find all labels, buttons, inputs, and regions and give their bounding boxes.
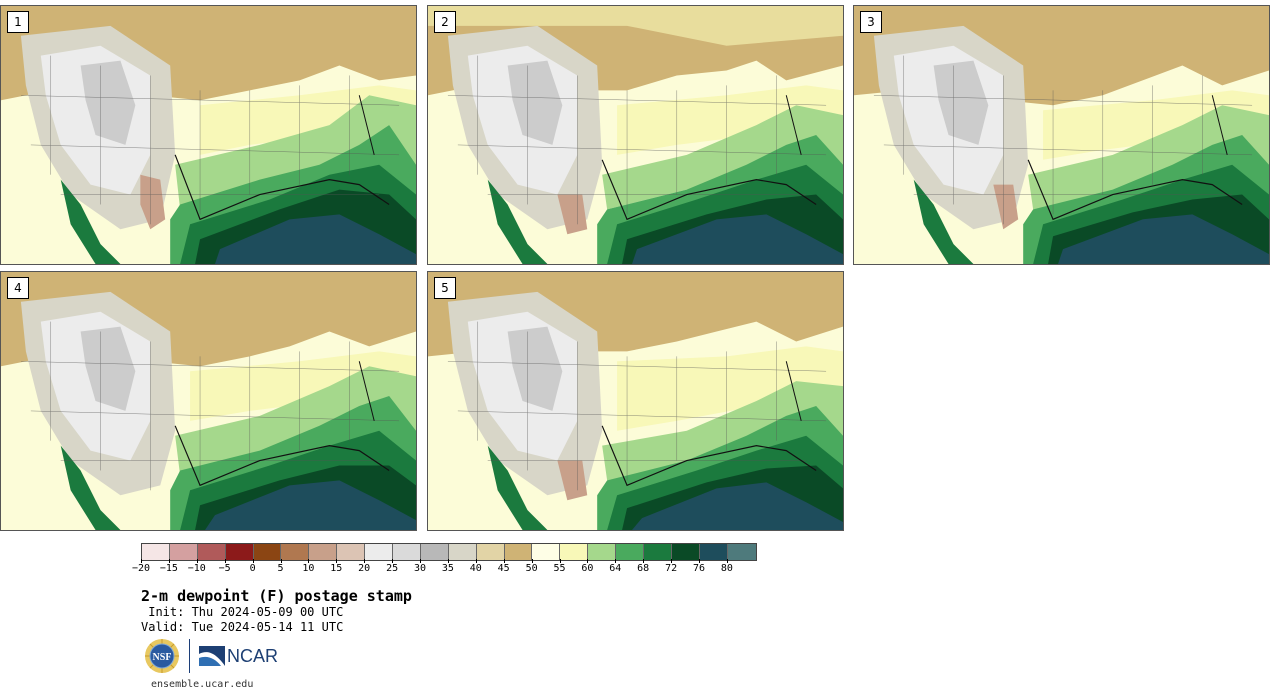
site-url: ensemble.ucar.edu xyxy=(151,679,254,690)
colorbar-swatch xyxy=(671,544,700,560)
colorbar-tick-mark xyxy=(336,559,338,563)
map-panel-3: 3 xyxy=(853,5,1270,265)
colorbar-tick-label: 80 xyxy=(720,563,733,574)
colorbar-swatch xyxy=(393,544,421,560)
colorbar-swatch xyxy=(169,544,198,560)
colorbar-tick-mark xyxy=(392,559,394,563)
colorbar-tick-label: 10 xyxy=(302,563,315,574)
colorbar-tick-label: −15 xyxy=(159,563,178,574)
colorbar-tick-mark xyxy=(280,559,282,563)
colorbar-tick-mark xyxy=(559,559,561,563)
nsf-logo-icon: NSF xyxy=(145,639,179,673)
colorbar-swatch xyxy=(588,544,617,560)
colorbar-tick-mark xyxy=(587,559,589,563)
colorbar-tick-label: 60 xyxy=(581,563,594,574)
colorbar-tick-label: 15 xyxy=(330,563,343,574)
dewpoint-map-5 xyxy=(428,272,843,530)
colorbar-tick-label: 20 xyxy=(358,563,371,574)
colorbar-swatch xyxy=(420,544,449,560)
colorbar-tick-label: 55 xyxy=(553,563,566,574)
colorbar-swatch xyxy=(253,544,282,560)
colorbar-tick-label: −20 xyxy=(131,563,151,574)
colorbar-tick-mark xyxy=(475,559,477,563)
dewpoint-colorbar xyxy=(141,543,757,561)
colorbar-tick-labels: −20 −15 −10 −5 0 5 10 15 20 25 30 35 40 45 50 55 60 64 68 7… xyxy=(132,559,761,577)
valid-time: Valid: Tue 2024-05-14 11 UTC xyxy=(141,620,344,634)
dewpoint-map-1 xyxy=(1,6,416,264)
colorbar-swatch xyxy=(309,544,338,560)
colorbar-tick-mark xyxy=(224,559,226,563)
panel-number-5: 5 xyxy=(434,277,456,299)
map-panel-2: 2 xyxy=(427,5,844,265)
colorbar-tick-mark xyxy=(531,559,533,563)
logo-divider xyxy=(189,639,190,673)
map-panel-1: 1 xyxy=(0,5,417,265)
colorbar-tick-label: 76 xyxy=(692,563,706,574)
dewpoint-map-4 xyxy=(1,272,416,530)
colorbar-swatch xyxy=(532,544,561,560)
colorbar-tick-label: −5 xyxy=(218,563,231,574)
map-panel-4: 4 xyxy=(0,271,417,531)
map-panel-5: 5 xyxy=(427,271,844,531)
colorbar-tick-mark xyxy=(503,559,505,563)
colorbar-swatch xyxy=(504,544,533,560)
colorbar-swatch xyxy=(644,544,672,560)
colorbar-tick-mark xyxy=(726,559,728,563)
colorbar-tick-mark xyxy=(252,559,254,563)
colorbar-tick-mark xyxy=(699,559,700,563)
colorbar-swatch xyxy=(699,544,728,560)
panel-number-3: 3 xyxy=(860,11,882,33)
init-time: Init: Thu 2024-05-09 00 UTC xyxy=(141,605,344,619)
colorbar-tick-mark xyxy=(420,559,421,563)
colorbar-swatch xyxy=(142,544,170,560)
dewpoint-map-2 xyxy=(428,6,843,264)
colorbar-tick-label: 64 xyxy=(609,563,622,574)
colorbar-swatch xyxy=(560,544,589,560)
colorbar-tick-mark xyxy=(364,559,366,563)
colorbar-tick-label: −10 xyxy=(187,563,206,574)
colorbar-swatch xyxy=(448,544,477,560)
dewpoint-map-3 xyxy=(854,6,1269,264)
colorbar-tick-label: 68 xyxy=(637,563,650,574)
colorbar-swatch xyxy=(225,544,254,560)
ncar-logo-text: NCAR xyxy=(227,645,279,666)
colorbar-tick-label: 0 xyxy=(249,563,256,574)
colorbar-tick-mark xyxy=(308,559,310,563)
colorbar-tick-mark xyxy=(447,559,449,563)
panel-number-4: 4 xyxy=(7,277,29,299)
colorbar-swatch xyxy=(281,544,310,560)
colorbar-swatch xyxy=(476,544,505,560)
logo-bar: NSF NCAR xyxy=(144,638,278,674)
colorbar-tick-mark xyxy=(141,559,142,563)
figure-title: 2-m dewpoint (F) postage stamp xyxy=(141,587,412,605)
colorbar-tick-label: 45 xyxy=(497,563,510,574)
colorbar-swatch xyxy=(616,544,645,560)
colorbar-tick-label: 35 xyxy=(441,563,454,574)
colorbar-tick-mark xyxy=(196,559,198,563)
colorbar-tick-label: 50 xyxy=(525,563,538,574)
colorbar-tick-mark xyxy=(168,559,170,563)
colorbar-swatch xyxy=(727,544,756,560)
colorbar-tick-label: 72 xyxy=(665,563,678,574)
colorbar-tick-label: 40 xyxy=(469,563,482,574)
ncar-logo: NCAR xyxy=(199,646,278,667)
colorbar-tick-mark xyxy=(671,559,673,563)
colorbar-tick-mark xyxy=(643,559,645,563)
colorbar-tick-label: 25 xyxy=(386,563,399,574)
panel-number-1: 1 xyxy=(7,11,29,33)
ncar-logo-icon xyxy=(199,646,225,666)
colorbar-swatch xyxy=(365,544,394,560)
colorbar-tick-mark xyxy=(615,559,617,563)
nsf-logo-text: NSF xyxy=(153,652,172,663)
colorbar-tick-label: 30 xyxy=(413,563,427,574)
panel-number-2: 2 xyxy=(434,11,456,33)
colorbar-swatch xyxy=(337,544,366,560)
colorbar-swatch xyxy=(197,544,226,560)
colorbar-tick-label: 5 xyxy=(277,563,284,574)
